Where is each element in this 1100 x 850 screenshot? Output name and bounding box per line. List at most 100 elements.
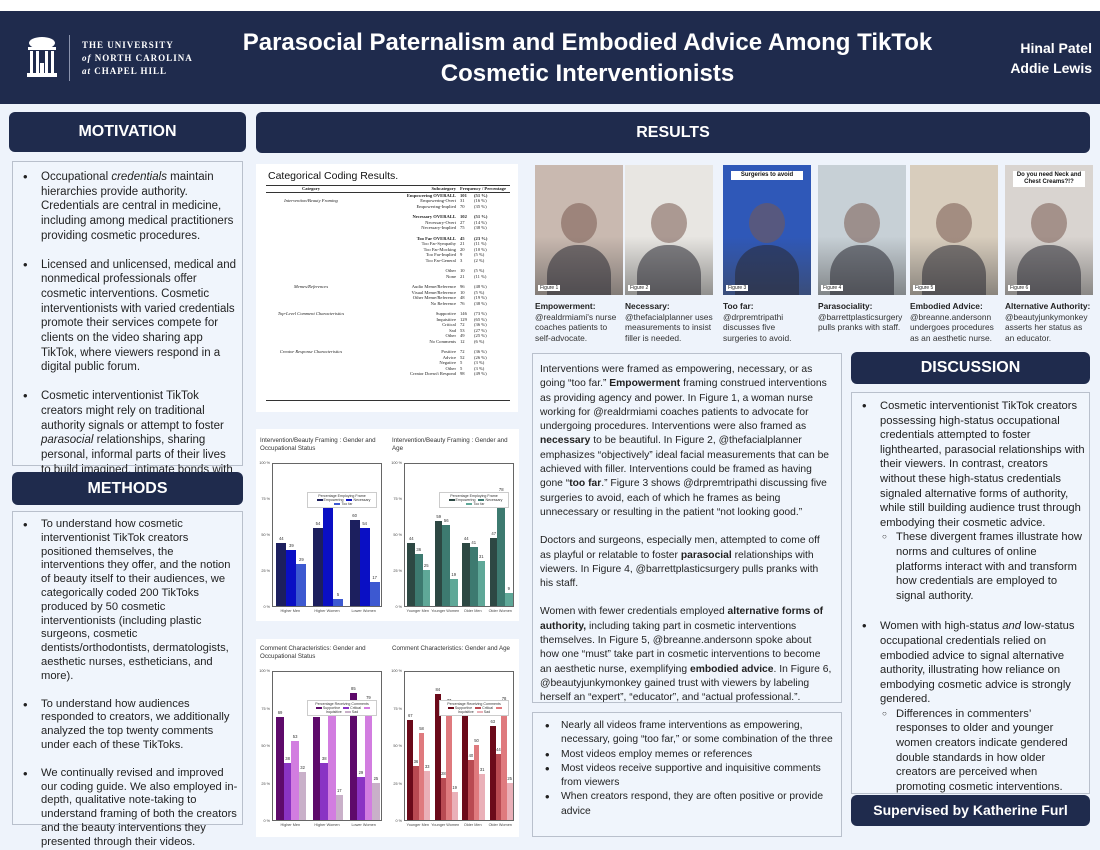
subcategory-cell: Too Far OVERALL [416, 235, 456, 241]
category-cell: Memes/References [293, 284, 329, 289]
y-tick-label: 0 % [395, 605, 402, 609]
results-narrative: Interventions were framed as empowering,… [532, 353, 842, 703]
percentage-cell: (73 %) [474, 311, 487, 316]
frequency-cell: 10 [460, 268, 465, 273]
frequency-cell: 5 [460, 360, 463, 365]
legend-title: Percentage Receiving Comments [447, 702, 501, 706]
y-tick-label: 25 % [393, 569, 402, 573]
old-well-logo-icon [27, 37, 57, 77]
x-tick-label: Higher Men [280, 609, 301, 613]
bar-value-label: 31 [479, 766, 485, 772]
chart-bar: 31 [479, 767, 485, 820]
frequency-cell: 12 [460, 338, 465, 344]
chart-legend: Percentage Employing Frame Empowering Nece… [306, 492, 378, 508]
frequency-cell: 76 [460, 300, 465, 306]
chart-bar: 69 [276, 710, 284, 820]
bar-value-label: 60 [352, 512, 357, 518]
discussion-sub-bullet: These divergent frames illustrate how no… [852, 530, 1085, 603]
framing-occupational-chart: Intervention/Beauty Framing : Gender and… [258, 437, 386, 619]
legend-label: Empowering [323, 498, 344, 502]
table-row: Memes/References Audio Meme/Reference 96 (4… [266, 284, 510, 290]
bar-value-label: 36 [416, 547, 422, 553]
subcategory-cell: Empowering-Implied [416, 203, 456, 209]
frequency-cell: 102 [460, 214, 467, 219]
tiktok-screenshot-image: Surgeries to avoid Figure 3 [723, 165, 811, 295]
category-cell: Creator Response Characteristics [279, 349, 343, 354]
tiktok-screenshot-image: Figure 5 [910, 165, 998, 295]
table-row: Other 5 (3 %) [266, 366, 510, 372]
subcategory-cell: Necessary-Overt [425, 219, 456, 225]
x-tick-label: Lower Women [351, 609, 376, 613]
tiktok-screenshot-image: Figure 4 [818, 165, 906, 295]
chart-bar: 5 [333, 592, 344, 606]
y-tick-label: 100 % [259, 461, 270, 465]
bar-value-label: 25 [423, 563, 429, 568]
chart-bar: 9 [505, 586, 513, 606]
authors: Hinal Patel Addie Lewis [1010, 38, 1092, 78]
person-silhouette-icon [749, 203, 785, 243]
bar-value-label: 50 [474, 738, 479, 743]
table-row: Intervention/Beauty Framing Empowering-Ov… [266, 198, 510, 204]
tiktok-screenshot-image: Do you need Neck and Chest Creams?!? Figu… [1005, 165, 1093, 295]
legend-swatch [478, 498, 485, 502]
x-tick-label: Younger Women [431, 823, 460, 827]
bar-value-label: 40 [468, 753, 474, 758]
tiktok-figure: Surgeries to avoid Figure 3 Too far: @drpre… [723, 165, 811, 343]
bar-value-label: 78 [501, 696, 507, 701]
percentage-cell: (38 %) [474, 300, 487, 306]
table-row: Inquisitive 129 (65 %) [266, 317, 510, 323]
legend-swatch [315, 706, 322, 710]
subcategory-cell: Too Far-Implied [425, 252, 456, 257]
comments-age-chart: Comment Characteristics: Gender and Age 6… [390, 645, 518, 833]
bar-value-label: 31 [478, 554, 484, 560]
subcategory-cell: Critical [442, 322, 456, 327]
frequency-cell: 98 [460, 371, 465, 376]
legend-label: Necessary [485, 498, 503, 502]
column-header: Subcategory [356, 185, 460, 193]
video-caption-overlay: Surgeries to avoid [731, 171, 803, 180]
bar-value-label: 79 [366, 694, 371, 700]
figure-label: Figure 5 [913, 285, 936, 291]
results-heading: RESULTS [256, 112, 1090, 153]
legend-title: Percentage Receiving Comments [315, 702, 369, 706]
percentage-cell: (10 %) [474, 246, 487, 252]
chart-bar: 28 [440, 771, 447, 820]
subcategory-cell: Other [445, 268, 456, 273]
x-tick-label: Older Men [463, 609, 482, 613]
percentage-cell: (35 %) [474, 203, 487, 209]
bar-value-label: 19 [452, 784, 458, 790]
methods-bullet: To understand how cosmetic interventioni… [13, 518, 238, 684]
bar-value-label: 17 [336, 787, 342, 793]
figure-caption-text: @barrettplasticsurgery pulls pranks with… [818, 311, 903, 333]
figure-label: Figure 6 [1008, 285, 1031, 291]
legend-label: Critical [482, 706, 494, 710]
frequency-cell: 96 [460, 284, 465, 289]
person-silhouette-icon [844, 203, 880, 243]
subcategory-cell: Other Meme/Reference [412, 295, 456, 300]
bar-value-label: 5 [336, 591, 340, 597]
chart-bar: 44 [462, 536, 470, 606]
subcategory-cell: Advice [442, 354, 456, 360]
table-row: Critical 72 (36 %) [266, 322, 510, 328]
methods-heading: METHODS [12, 472, 243, 505]
discussion-sub-bullet: Differences in commenters’ responses to … [852, 707, 1085, 795]
figure-caption-title: Embodied Advice: [910, 301, 983, 311]
subcategory-cell: Negative [439, 360, 456, 365]
x-tick-label: Higher Men [280, 823, 301, 827]
tiktok-figure: Figure 2 Necessary: @thefacialplanner uses… [625, 165, 713, 343]
chart-bar: 78 [501, 696, 507, 820]
chart-bar: 50 [473, 738, 480, 820]
chart-plot-area: 693853326938751785297925Percentage Recei… [272, 671, 382, 821]
percentage-cell: (38 %) [474, 225, 487, 230]
percentage-cell: (27 %) [474, 327, 487, 333]
bar-value-label: 38 [285, 756, 290, 761]
chart-bar: 85 [349, 686, 358, 820]
discussion-bullet: Cosmetic interventionist TikTok creators… [852, 399, 1085, 530]
chart-plot-area: 44392954735605417Percentage Employing Fr… [272, 463, 382, 607]
table-title: Categorical Coding Results. [268, 170, 399, 182]
percentage-cell: (65 %) [474, 316, 487, 322]
legend-swatch [448, 498, 455, 502]
chart-bar: 47 [489, 531, 498, 606]
table-bottom-rule [266, 400, 510, 401]
chart-title: Intervention/Beauty Framing : Gender and… [260, 437, 376, 452]
